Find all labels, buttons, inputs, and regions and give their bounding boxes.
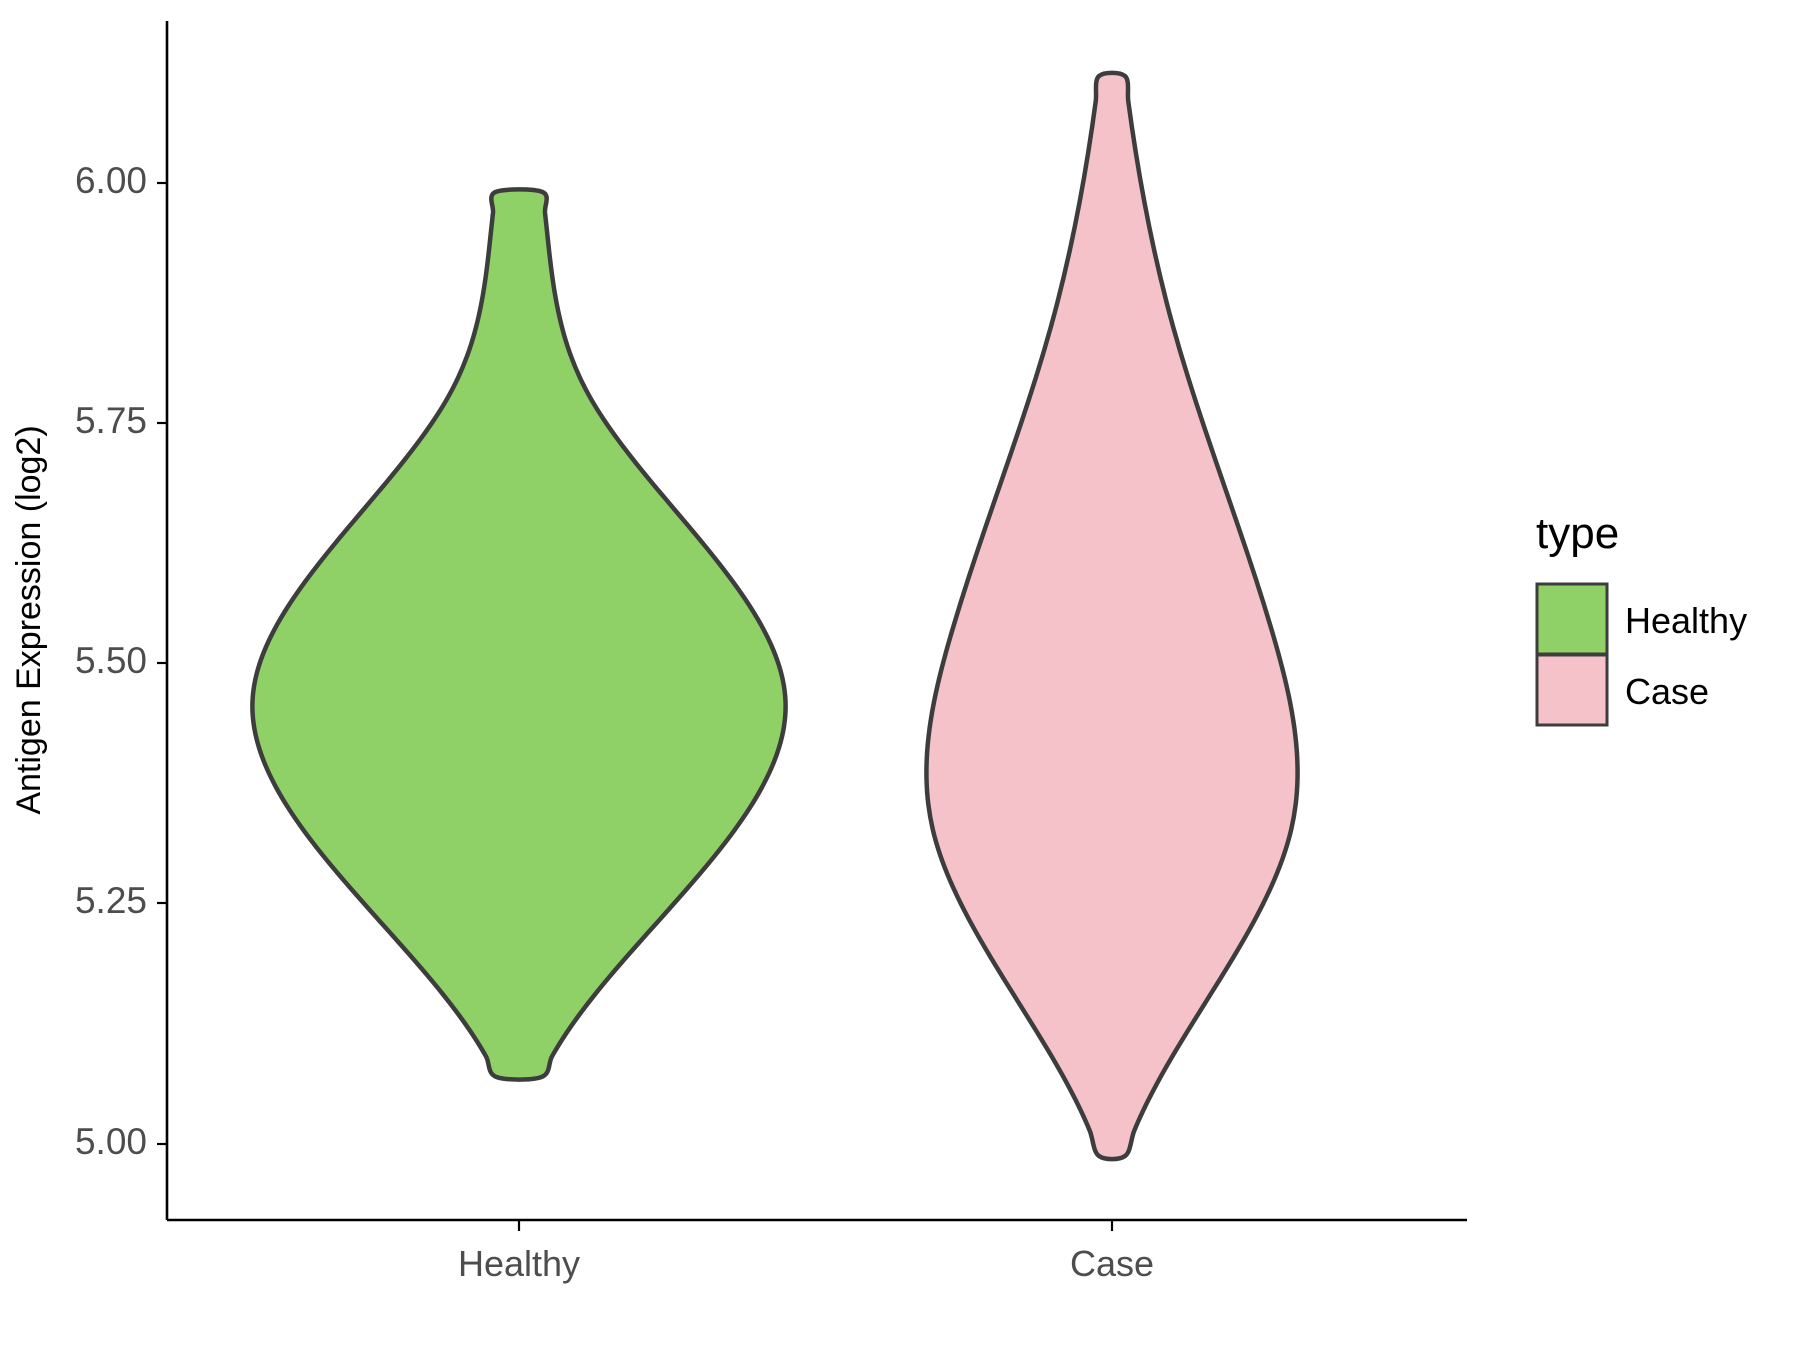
svg-text:5.75: 5.75 <box>75 400 147 441</box>
svg-text:5.00: 5.00 <box>75 1121 147 1162</box>
svg-text:5.50: 5.50 <box>75 640 147 681</box>
svg-text:Case: Case <box>1625 671 1709 712</box>
svg-text:Antigen Expression (log2): Antigen Expression (log2) <box>10 425 48 814</box>
svg-text:type: type <box>1536 509 1619 558</box>
svg-text:6.00: 6.00 <box>75 160 147 201</box>
svg-text:Case: Case <box>1070 1243 1154 1284</box>
svg-text:Healthy: Healthy <box>1625 600 1747 641</box>
svg-text:5.25: 5.25 <box>75 880 147 921</box>
svg-text:Healthy: Healthy <box>458 1243 580 1284</box>
